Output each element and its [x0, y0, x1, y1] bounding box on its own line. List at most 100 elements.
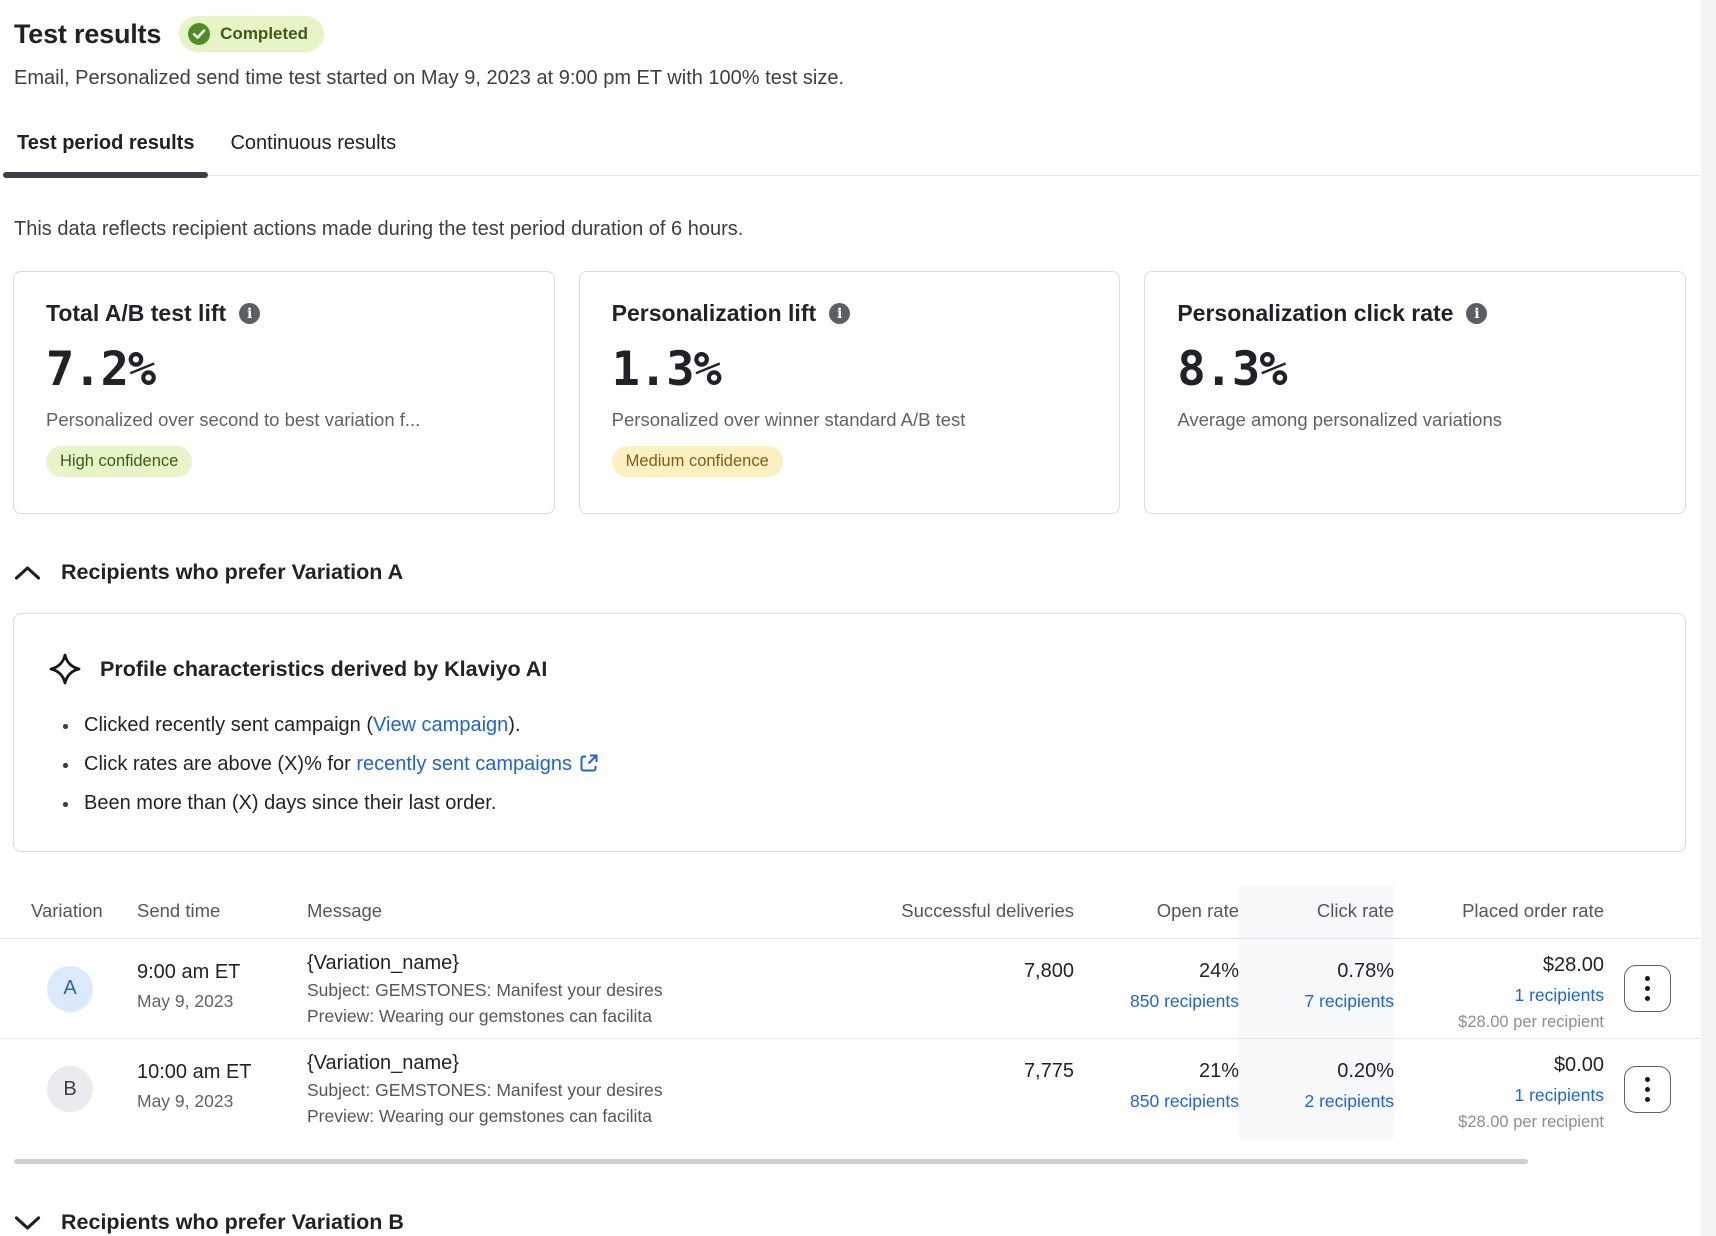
metric-title: Personalization click rate — [1177, 300, 1454, 326]
bullet-text: ). — [508, 714, 521, 736]
send-time: 9:00 am ET — [137, 961, 241, 983]
column-header-open-rate: Open rate — [1156, 900, 1239, 921]
send-time-cell: 10:00 am ET May 9, 2023 — [137, 1039, 307, 1139]
send-date: May 9, 2023 — [137, 1091, 234, 1111]
list-item: Clicked recently sent campaign (View cam… — [63, 714, 1651, 737]
info-icon[interactable]: i — [239, 303, 261, 324]
open-rate-cell: 21% 850 recipients — [1074, 1039, 1239, 1139]
variation-b-badge: B — [47, 1066, 93, 1112]
variation-a-badge: A — [47, 965, 93, 1012]
results-tabs: Test period results Continuous results — [3, 132, 1716, 178]
metric-subtitle: Average among personalized variations — [1177, 409, 1502, 430]
table-row-variation-b: B 10:00 am ET May 9, 2023 {Variation_nam… — [0, 1039, 1716, 1139]
row-actions-button[interactable] — [1623, 1065, 1671, 1113]
list-item: Been more than (X) days since their last… — [63, 792, 1651, 815]
column-header-send-time: Send time — [137, 900, 221, 921]
message-name: {Variation_name} — [307, 952, 459, 974]
click-recipients-link[interactable]: 7 recipients — [1304, 991, 1395, 1011]
send-date: May 9, 2023 — [137, 991, 234, 1011]
deliveries-cell: 7,775 — [687, 1039, 1074, 1139]
page-scrollbar[interactable] — [1701, 0, 1716, 1236]
bullet-text: Click rates are above (X)% for — [84, 753, 357, 775]
ai-characteristics-list: Clicked recently sent campaign (View cam… — [48, 714, 1651, 815]
check-circle-icon — [187, 22, 211, 46]
message-subject: Subject: GEMSTONES: Manifest your desire… — [307, 980, 663, 1000]
variations-table: Variation Send time Message Successful d… — [0, 886, 1716, 1139]
open-recipients-link[interactable]: 850 recipients — [1130, 991, 1239, 1011]
metric-cards: Total A/B test lift i 7.2% Personalized … — [13, 271, 1687, 514]
chevron-down-icon — [14, 1215, 41, 1231]
metric-value: 7.2% — [46, 342, 156, 397]
info-icon[interactable]: i — [829, 303, 851, 324]
placed-recipients-link[interactable]: 1 recipients — [1514, 985, 1605, 1005]
view-campaign-link[interactable]: View campaign — [373, 714, 509, 736]
metric-subtitle: Personalized over second to best variati… — [46, 409, 421, 430]
metric-subtitle: Personalized over winner standard A/B te… — [611, 409, 966, 430]
tab-label: Test period results — [17, 132, 195, 154]
deliveries-cell: 7,800 — [687, 939, 1074, 1038]
kebab-menu-icon — [1644, 1076, 1650, 1082]
open-recipients-link[interactable]: 850 recipients — [1130, 1091, 1239, 1111]
status-badge-label: Completed — [220, 24, 308, 43]
table-horizontal-scrollbar[interactable] — [14, 1159, 1528, 1164]
tab-continuous-results[interactable]: Continuous results — [216, 132, 410, 175]
info-icon[interactable]: i — [1466, 303, 1488, 324]
column-header-message: Message — [307, 900, 383, 921]
list-item: Click rates are above (X)% for recently … — [63, 753, 1651, 776]
column-header-placed-order-rate: Placed order rate — [1462, 900, 1604, 921]
metric-value: 8.3% — [1177, 342, 1287, 397]
sparkle-icon — [48, 652, 82, 686]
deliveries-value: 7,800 — [1023, 960, 1074, 982]
message-preview: Preview: Wearing our gemstones can facil… — [307, 1106, 652, 1126]
open-rate-cell: 24% 850 recipients — [1074, 939, 1239, 1038]
metric-card-personalization-click-rate: Personalization click rate i 8.3% Averag… — [1144, 271, 1687, 514]
chevron-up-icon — [14, 565, 41, 581]
external-link-icon[interactable] — [579, 753, 599, 773]
send-time-cell: 9:00 am ET May 9, 2023 — [137, 939, 307, 1038]
deliveries-value: 7,775 — [1023, 1060, 1074, 1082]
recently-sent-campaigns-link[interactable]: recently sent campaigns — [356, 753, 572, 775]
section-variation-a-toggle[interactable]: Recipients who prefer Variation A — [14, 560, 1716, 585]
actions-cell — [1604, 939, 1690, 1038]
click-rate-cell: 0.78% 7 recipients — [1239, 939, 1394, 1038]
tab-label: Continuous results — [230, 132, 397, 154]
message-subject: Subject: GEMSTONES: Manifest your desire… — [307, 1080, 663, 1100]
metric-card-personalization-lift: Personalization lift i 1.3% Personalized… — [578, 271, 1121, 514]
metric-value: 1.3% — [611, 342, 722, 397]
row-actions-button[interactable] — [1623, 965, 1671, 1012]
column-header-variation: Variation — [31, 900, 103, 921]
table-header-row: Variation Send time Message Successful d… — [0, 886, 1716, 939]
section-title: Recipients who prefer Variation B — [61, 1210, 404, 1234]
section-variation-b-toggle[interactable]: Recipients who prefer Variation B — [14, 1210, 1716, 1235]
column-header-successful-deliveries: Successful deliveries — [901, 900, 1074, 921]
tab-test-period-results[interactable]: Test period results — [3, 132, 209, 178]
placed-order-value: $0.00 — [1553, 1054, 1604, 1076]
confidence-badge: High confidence — [46, 446, 193, 477]
message-preview: Preview: Wearing our gemstones can facil… — [307, 1006, 652, 1026]
section-title: Recipients who prefer Variation A — [61, 560, 404, 584]
test-summary-text: Email, Personalized send time test start… — [14, 67, 845, 89]
test-period-note: This data reflects recipient actions mad… — [14, 218, 744, 240]
table-row-variation-a: A 9:00 am ET May 9, 2023 {Variation_name… — [0, 939, 1716, 1039]
open-rate-value: 24% — [1198, 960, 1239, 982]
click-recipients-link[interactable]: 2 recipients — [1304, 1091, 1395, 1111]
metric-card-total-ab-test-lift: Total A/B test lift i 7.2% Personalized … — [13, 271, 555, 514]
metric-title: Personalization lift — [611, 300, 817, 326]
placed-per-recipient: $28.00 per recipient — [1458, 1013, 1604, 1031]
confidence-badge: Medium confidence — [611, 446, 783, 477]
placed-per-recipient: $28.00 per recipient — [1458, 1113, 1604, 1131]
placed-order-cell: $28.00 1 recipients $28.00 per recipient — [1394, 939, 1604, 1038]
metric-title: Total A/B test lift — [46, 300, 227, 326]
click-rate-value: 0.78% — [1337, 960, 1394, 982]
column-header-click-rate: Click rate — [1239, 886, 1394, 938]
send-time: 10:00 am ET — [137, 1061, 252, 1083]
click-rate-cell: 0.20% 2 recipients — [1239, 1039, 1394, 1139]
click-rate-value: 0.20% — [1337, 1060, 1394, 1082]
ai-insights-card: Profile characteristics derived by Klavi… — [13, 613, 1686, 852]
placed-recipients-link[interactable]: 1 recipients — [1514, 1085, 1605, 1105]
message-cell: {Variation_name} Subject: GEMSTONES: Man… — [307, 1039, 687, 1139]
message-name: {Variation_name} — [307, 1052, 459, 1074]
column-header-actions — [1604, 886, 1690, 938]
ai-card-title: Profile characteristics derived by Klavi… — [100, 656, 548, 681]
